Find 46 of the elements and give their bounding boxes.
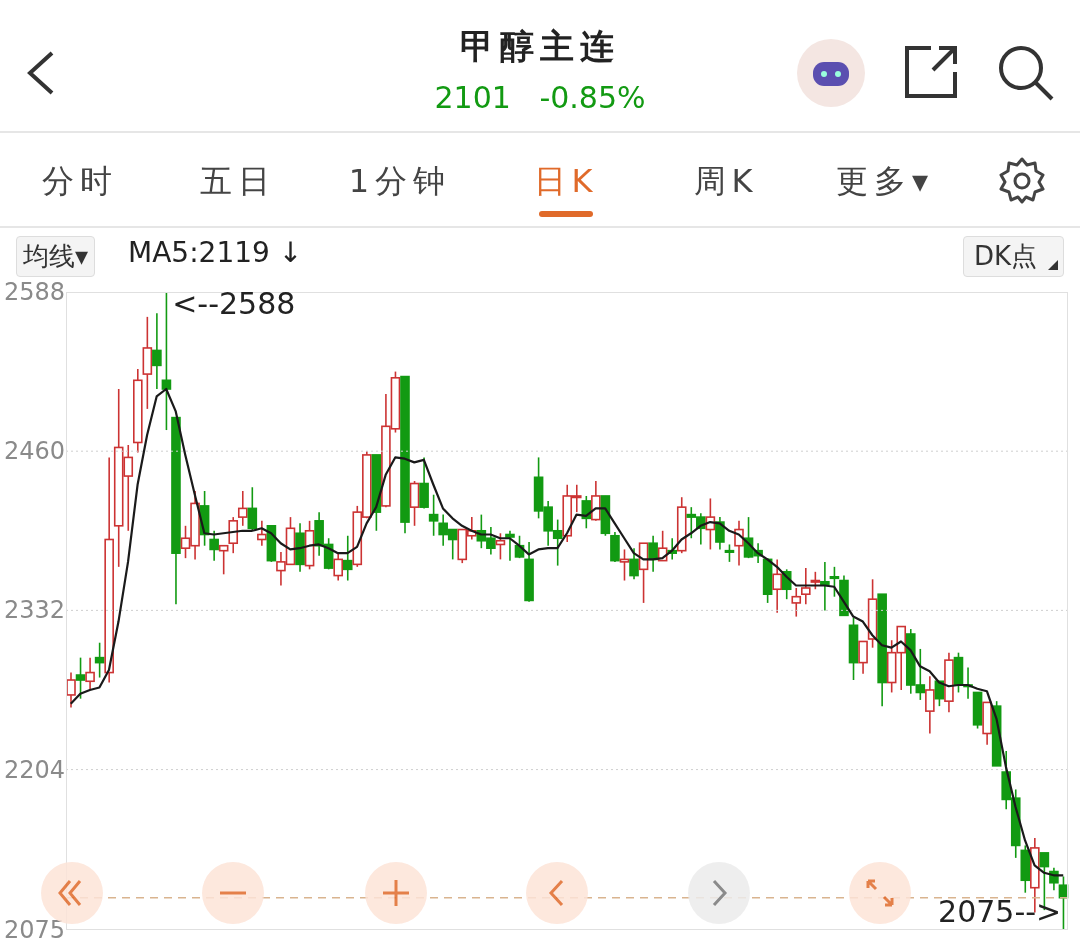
candlestick (495, 532, 506, 561)
candlestick (591, 480, 601, 522)
candlestick (715, 516, 725, 551)
text: 周K (692, 161, 760, 202)
chart-subtitle: 2101 -0.85% (433, 80, 647, 115)
candlestick (734, 520, 744, 567)
candlestick (247, 486, 258, 532)
candlestick (858, 640, 868, 675)
candlestick (237, 490, 248, 527)
candlestick (75, 656, 86, 700)
y-tick-label: 2204 (4, 755, 66, 784)
y-tick-label: 2588 (4, 278, 66, 306)
chart-title: 甲醇主连 (459, 25, 621, 68)
candlestick (85, 656, 95, 691)
candlestick (772, 558, 782, 614)
text: 更多▾ (834, 161, 936, 202)
candlestick (257, 520, 267, 547)
candlestick (820, 561, 830, 612)
text: 均线▾ (16, 236, 96, 277)
text: 日K (532, 161, 600, 202)
candlestick (505, 529, 515, 562)
candlestick (648, 534, 658, 573)
candlestick (428, 493, 439, 537)
candlestick (629, 547, 639, 581)
candlestick (333, 552, 343, 582)
text: DK点 (962, 236, 1064, 277)
y-tick-label: 2460 (4, 437, 66, 466)
candlestick (342, 534, 353, 582)
candlestick (409, 480, 420, 527)
candlestick (152, 312, 162, 390)
candlestick (66, 671, 76, 709)
text: 五日 (199, 161, 277, 202)
y-tick-label: 2075 (4, 916, 66, 944)
candlestick (619, 548, 630, 582)
y-tick-label: 2332 (4, 596, 66, 625)
candlestick (925, 675, 935, 735)
text: 1分钟 (347, 161, 453, 202)
text: MA5:2119 ↓ (128, 236, 303, 269)
candlestick (419, 456, 429, 510)
annotation: <--2588 (172, 286, 296, 321)
candlestick (829, 566, 840, 598)
annotation: 2075--> (938, 894, 1062, 929)
candlestick (801, 567, 811, 605)
candlestick (791, 587, 802, 618)
text: 分时 (41, 161, 119, 202)
candlestick (209, 529, 219, 562)
